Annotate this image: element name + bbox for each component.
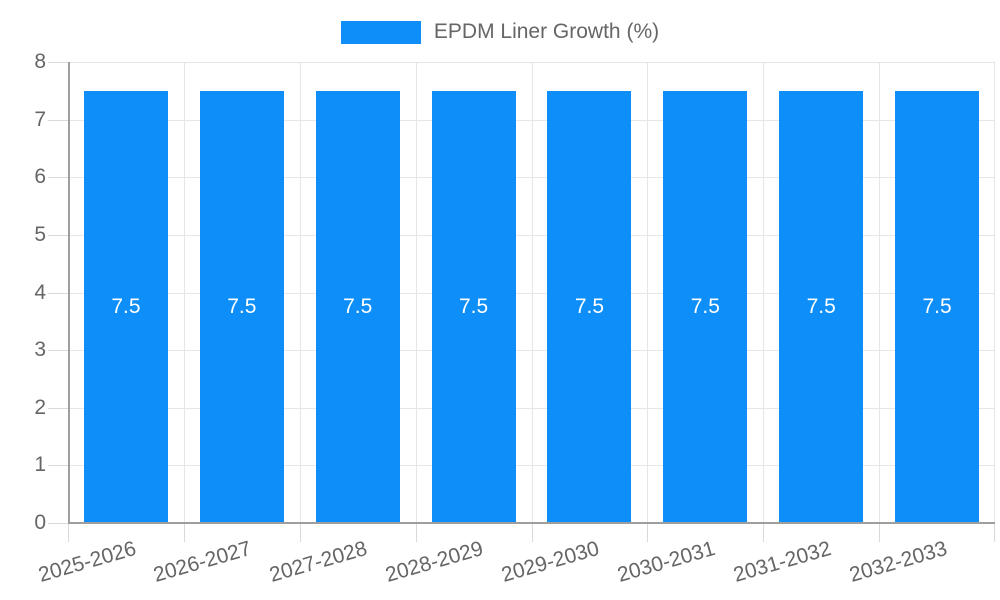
bar[interactable]: 7.5 <box>779 90 864 523</box>
v-gridline <box>647 62 649 523</box>
y-tick-mark <box>48 234 68 236</box>
v-gridline <box>299 62 301 523</box>
bar-value-label: 7.5 <box>690 294 720 318</box>
legend-swatch <box>340 20 421 44</box>
bar-value-label: 7.5 <box>343 294 373 318</box>
x-tick-mark <box>994 523 995 542</box>
y-tick-label: 2 <box>34 395 46 419</box>
x-tick-mark <box>68 523 69 542</box>
y-tick-mark <box>48 465 68 467</box>
v-gridline <box>763 62 765 523</box>
x-tick-mark <box>531 523 533 542</box>
y-tick-label: 4 <box>34 280 46 304</box>
x-axis-ticks <box>68 523 995 542</box>
y-tick-mark <box>48 523 68 524</box>
bar-value-label: 7.5 <box>111 294 141 318</box>
y-tick-mark <box>48 119 68 121</box>
bar[interactable]: 7.5 <box>199 90 284 523</box>
y-tick-mark <box>48 407 68 409</box>
x-category-label: 2025-2026 <box>35 537 139 587</box>
y-axis-labels: 0 1 2 3 4 5 6 7 8 <box>0 50 46 534</box>
x-tick-mark <box>299 523 301 542</box>
y-tick-label: 7 <box>34 107 46 131</box>
x-tick-mark <box>415 523 417 542</box>
y-tick-label: 6 <box>34 165 46 189</box>
x-tick-mark <box>647 523 649 542</box>
bar-value-label: 7.5 <box>458 294 489 318</box>
x-category-label: 2027-2028 <box>267 537 371 587</box>
y-tick-mark <box>48 62 68 63</box>
y-axis-ticks <box>48 62 68 524</box>
x-category-label: 2028-2029 <box>383 537 486 587</box>
x-axis-labels: 2025-2026 2026-2027 2027-2028 2028-2029 2029… <box>35 537 995 600</box>
bar[interactable]: 7.5 <box>547 90 632 523</box>
legend-label: EPDM Liner Growth (%) <box>433 20 660 43</box>
y-tick-label: 0 <box>34 511 46 534</box>
x-tick-mark <box>879 523 881 542</box>
bar[interactable]: 7.5 <box>315 90 400 523</box>
x-category-label: 2026-2027 <box>151 537 255 587</box>
y-tick-label: 1 <box>34 453 46 477</box>
bar[interactable]: 7.5 <box>83 90 168 523</box>
v-gridline <box>994 62 995 523</box>
y-tick-mark <box>48 350 68 352</box>
bar-value-label: 7.5 <box>574 294 605 318</box>
v-gridline <box>531 62 533 523</box>
bar[interactable]: 7.5 <box>895 90 980 523</box>
x-tick-mark <box>763 523 765 542</box>
plot-area: 7.5 7.5 7.5 7.5 7.5 7.5 7.5 7.5 <box>68 62 995 524</box>
bar[interactable]: 7.5 <box>663 90 748 523</box>
bar-value-label: 7.5 <box>806 294 836 318</box>
x-category-label: 2030-2031 <box>614 537 718 587</box>
x-category-label: 2029-2030 <box>498 537 602 587</box>
y-tick-label: 3 <box>34 338 46 362</box>
y-tick-mark <box>48 177 68 179</box>
y-tick-label: 5 <box>34 222 46 246</box>
x-axis-baseline <box>68 522 995 524</box>
y-axis-line <box>68 62 70 523</box>
v-gridline <box>879 62 881 523</box>
bar-value-label: 7.5 <box>227 294 257 318</box>
y-tick-label: 8 <box>34 50 46 73</box>
legend[interactable]: EPDM Liner Growth (%) <box>0 20 1000 44</box>
bar-value-label: 7.5 <box>922 294 952 318</box>
v-gridline <box>415 62 417 523</box>
x-category-label: 2032-2033 <box>846 537 950 587</box>
y-tick-mark <box>48 292 68 294</box>
v-gridline <box>183 62 185 523</box>
x-tick-mark <box>183 523 185 542</box>
bar[interactable]: 7.5 <box>431 90 516 523</box>
x-category-label: 2031-2032 <box>730 537 834 587</box>
